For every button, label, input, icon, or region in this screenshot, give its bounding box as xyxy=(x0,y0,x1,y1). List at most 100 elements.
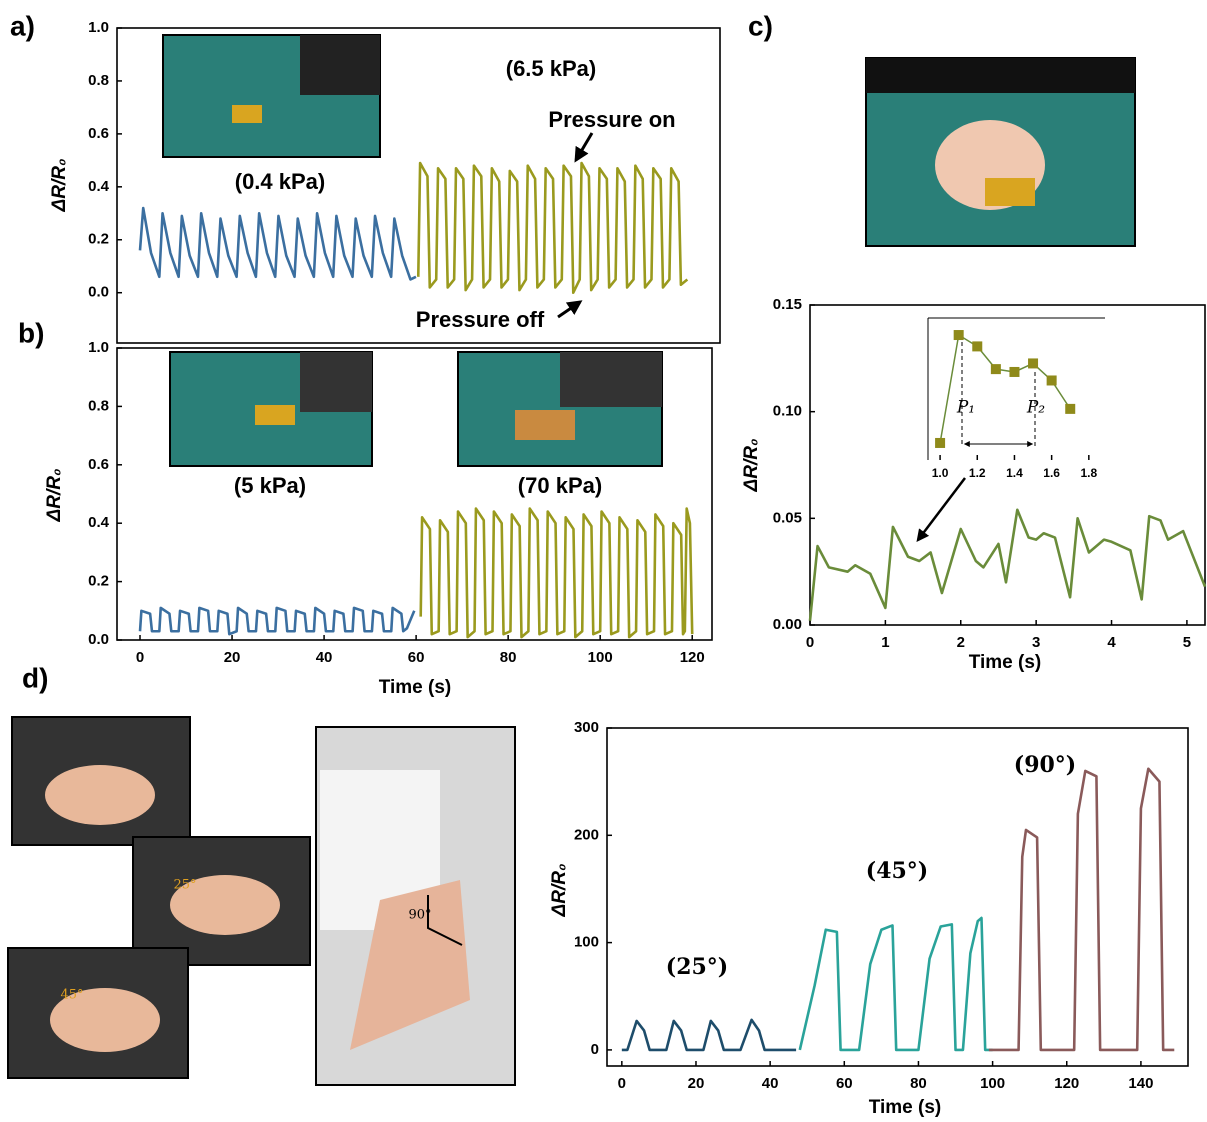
x-tick-label: 3 xyxy=(1032,634,1040,651)
annotation: P₁ xyxy=(956,398,975,418)
x-tick-label: 60 xyxy=(836,1075,853,1092)
annotation: Pressure on xyxy=(548,107,675,132)
photo-label: 45° xyxy=(60,988,83,1003)
photo-press-b2 xyxy=(458,352,662,466)
y-tick-label: 1.0 xyxy=(88,339,109,356)
y-tick-label: 0.0 xyxy=(88,284,109,301)
x-tick-label: 1.0 xyxy=(932,466,949,480)
photo-elbow-d xyxy=(316,727,515,1085)
x-tick-label: 1.4 xyxy=(1006,466,1023,480)
y-tick-label: 300 xyxy=(574,719,599,736)
data-line xyxy=(421,509,693,637)
x-tick-label: 20 xyxy=(224,649,241,666)
y-axis-label: ΔR/R₀ xyxy=(741,439,762,493)
y-tick-label: 0.0 xyxy=(88,631,109,648)
x-tick-label: 120 xyxy=(1054,1075,1079,1092)
data-marker xyxy=(935,438,945,448)
panel-label: c) xyxy=(748,10,773,41)
x-tick-label: 140 xyxy=(1128,1075,1153,1092)
y-tick-label: 0.8 xyxy=(88,72,109,89)
x-tick-label: 0 xyxy=(618,1075,626,1092)
data-line xyxy=(622,1020,796,1050)
annotation: (70 kPa) xyxy=(518,473,602,498)
y-axis-label: ΔR/R₀ xyxy=(49,159,70,213)
x-tick-label: 1.8 xyxy=(1080,466,1097,480)
photo-label: 25° xyxy=(173,878,196,893)
y-tick-label: 0 xyxy=(591,1041,599,1058)
y-tick-label: 0.2 xyxy=(88,573,109,590)
y-axis-label: ΔR/R₀ xyxy=(44,469,65,523)
y-tick-label: 0.8 xyxy=(88,397,109,414)
x-tick-label: 1.2 xyxy=(969,466,986,480)
x-tick-label: 4 xyxy=(1107,634,1116,651)
annotation: Pressure off xyxy=(416,307,545,332)
x-tick-label: 0 xyxy=(136,649,144,666)
data-line xyxy=(940,335,1070,443)
x-axis-label: Time (s) xyxy=(379,677,452,698)
data-line xyxy=(810,510,1205,621)
x-tick-label: 40 xyxy=(316,649,333,666)
annotation: (25°) xyxy=(666,954,728,980)
y-tick-label: 0.15 xyxy=(773,296,802,313)
y-tick-label: 200 xyxy=(574,826,599,843)
data-marker xyxy=(972,341,982,351)
photo-press-a xyxy=(163,35,380,157)
annotation: P₂ xyxy=(1026,398,1045,418)
data-marker xyxy=(1065,404,1075,414)
x-axis-label: Time (s) xyxy=(869,1097,942,1118)
y-tick-label: 0.2 xyxy=(88,231,109,248)
data-line xyxy=(800,918,993,1050)
x-tick-label: 40 xyxy=(762,1075,779,1092)
arrow xyxy=(918,478,965,540)
data-line xyxy=(989,769,1174,1050)
x-tick-label: 100 xyxy=(588,649,613,666)
y-axis-label: ΔR/R₀ xyxy=(549,864,570,918)
annotation: (90°) xyxy=(1014,752,1076,778)
x-tick-label: 120 xyxy=(680,649,705,666)
y-tick-label: 0.05 xyxy=(773,509,802,526)
x-tick-label: 5 xyxy=(1183,634,1191,651)
arrow xyxy=(558,302,580,317)
panel-label: b) xyxy=(18,317,44,348)
photo-wrist-c xyxy=(866,58,1135,246)
y-tick-label: 0.6 xyxy=(88,125,109,142)
data-line xyxy=(140,608,414,634)
data-marker xyxy=(1047,375,1057,385)
panel-label: a) xyxy=(10,10,35,41)
annotation: (0.4 kPa) xyxy=(235,169,326,194)
annotation: (5 kPa) xyxy=(234,473,306,498)
x-axis-label: Time (s) xyxy=(969,652,1042,673)
figure: 0.0 0.2 0.4 0.6 0.8 1.0 a) ΔR/R₀ (0.4 kPa) (6.5 k… xyxy=(0,0,1207,1122)
x-tick-label: 20 xyxy=(688,1075,705,1092)
photo-wrist-d1 xyxy=(12,717,190,845)
x-tick-label: 60 xyxy=(408,649,425,666)
data-line xyxy=(140,208,416,279)
y-tick-label: 1.0 xyxy=(88,19,109,36)
panel-label: d) xyxy=(22,662,48,693)
y-tick-label: 0.00 xyxy=(773,616,802,633)
data-marker xyxy=(1009,367,1019,377)
y-tick-label: 0.6 xyxy=(88,456,109,473)
data-line xyxy=(418,163,687,293)
x-tick-label: 100 xyxy=(980,1075,1005,1092)
arrow xyxy=(576,133,592,160)
data-marker xyxy=(954,330,964,340)
annotation: (6.5 kPa) xyxy=(506,56,597,81)
y-tick-label: 0.10 xyxy=(773,403,802,420)
x-tick-label: 80 xyxy=(500,649,517,666)
photo-label: 90° xyxy=(408,908,431,923)
x-tick-label: 2 xyxy=(957,634,965,651)
y-tick-label: 0.4 xyxy=(88,178,110,195)
y-tick-label: 100 xyxy=(574,934,599,951)
photo-wrist-d2 xyxy=(133,837,310,965)
x-tick-label: 80 xyxy=(910,1075,927,1092)
annotation: (45°) xyxy=(866,858,928,884)
data-marker xyxy=(1028,358,1038,368)
data-marker xyxy=(991,364,1001,374)
x-tick-label: 1.6 xyxy=(1043,466,1060,480)
x-tick-label: 0 xyxy=(806,634,814,651)
photo-wrist-d3 xyxy=(8,948,188,1078)
x-tick-label: 1 xyxy=(881,634,889,651)
y-tick-label: 0.4 xyxy=(88,514,110,531)
photo-press-b1 xyxy=(170,352,372,466)
